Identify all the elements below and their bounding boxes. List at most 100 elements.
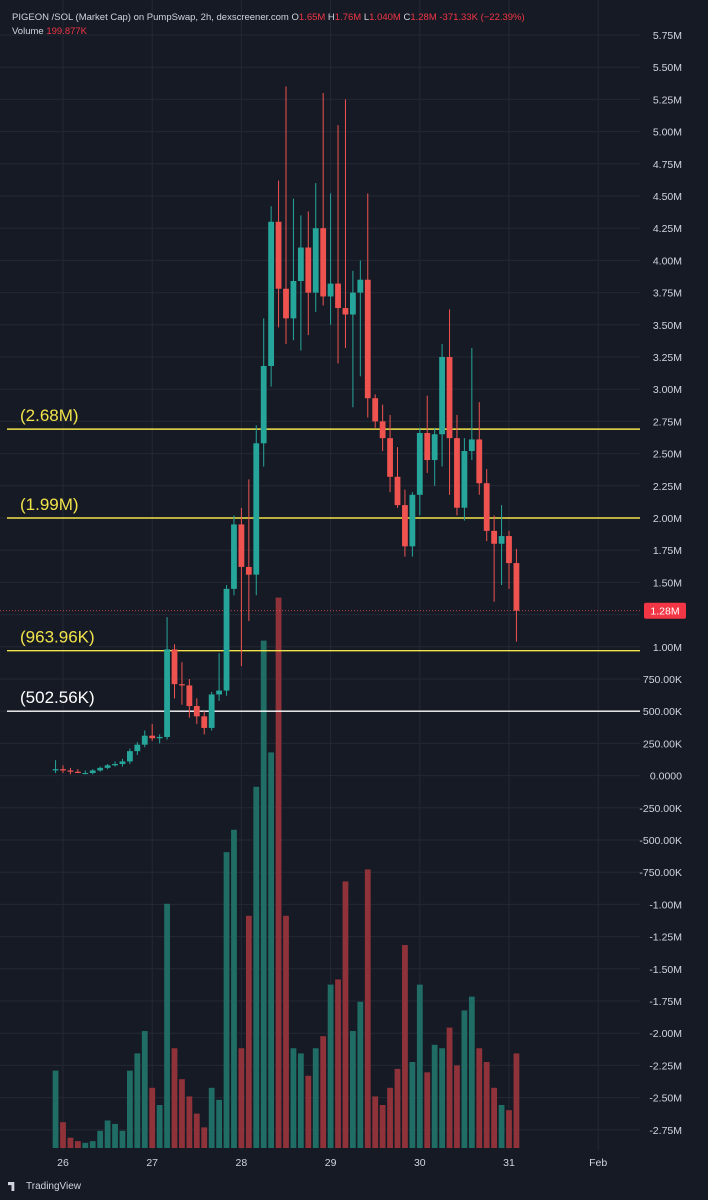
- candle-body[interactable]: [283, 288, 289, 319]
- candle-body[interactable]: [52, 769, 59, 771]
- volume-bar: [231, 829, 237, 1148]
- candle-body[interactable]: [268, 221, 275, 367]
- candle-body[interactable]: [231, 524, 237, 589]
- volume-label: Volume: [12, 26, 44, 37]
- candles[interactable]: [52, 86, 520, 775]
- y-tick-label: -1.25M: [649, 932, 682, 944]
- candle-body[interactable]: [320, 228, 327, 297]
- candle-body[interactable]: [364, 279, 371, 399]
- volume-bar: [223, 852, 230, 1148]
- candle-body[interactable]: [387, 438, 393, 477]
- volume-bar: [320, 1036, 327, 1148]
- candle-body[interactable]: [223, 588, 230, 691]
- candle-body[interactable]: [208, 694, 215, 728]
- candle-body[interactable]: [201, 716, 208, 728]
- candle-body[interactable]: [127, 751, 133, 762]
- volume-bar: [454, 1065, 460, 1148]
- candle-body[interactable]: [379, 421, 386, 439]
- candle-body[interactable]: [402, 505, 408, 547]
- y-tick-label: -2.25M: [649, 1060, 682, 1072]
- candle-body[interactable]: [350, 292, 356, 315]
- candle-body[interactable]: [327, 283, 334, 297]
- price-axis[interactable]: 5.75M 5.50M 5.25M 5.00M 4.75M 4.50M 4.25M 4.00M…: [639, 30, 682, 1137]
- volume-bar: [149, 1087, 156, 1148]
- price-change: -371.33K (−22.39%): [439, 12, 525, 23]
- level-label: (1.99M): [20, 495, 79, 514]
- volume-bar: [483, 1062, 490, 1148]
- y-tick-label: 3.50M: [653, 320, 682, 332]
- candle-body[interactable]: [275, 221, 282, 289]
- candle-body[interactable]: [119, 761, 126, 765]
- candle-body[interactable]: [409, 494, 416, 547]
- candle-body[interactable]: [357, 279, 364, 293]
- candle-body[interactable]: [513, 563, 520, 611]
- candle-body[interactable]: [104, 765, 111, 768]
- price-tag-box: [644, 602, 686, 619]
- candle-body[interactable]: [498, 536, 505, 544]
- candle-body[interactable]: [260, 366, 267, 444]
- brand-label: TradingView: [26, 1181, 82, 1192]
- candle-body[interactable]: [164, 649, 170, 737]
- candle-body[interactable]: [238, 524, 245, 567]
- x-tick-label: 28: [236, 1157, 248, 1169]
- candle-body[interactable]: [372, 398, 379, 422]
- candle-body[interactable]: [186, 685, 193, 707]
- candle-body[interactable]: [60, 769, 66, 771]
- candle-body[interactable]: [156, 736, 163, 739]
- volume-bar: [89, 1141, 96, 1148]
- candle-body[interactable]: [506, 536, 512, 564]
- candle-body[interactable]: [82, 773, 89, 775]
- candle-body[interactable]: [439, 357, 445, 435]
- candle-body[interactable]: [335, 283, 341, 309]
- candle-body[interactable]: [416, 432, 423, 495]
- candle-body[interactable]: [89, 770, 96, 774]
- candle-body[interactable]: [342, 308, 349, 315]
- candle-body[interactable]: [446, 357, 453, 439]
- volume-bar: [364, 869, 371, 1148]
- volume-bar: [179, 1079, 185, 1148]
- y-tick-label: 5.00M: [653, 127, 682, 139]
- candle-body[interactable]: [97, 767, 104, 771]
- candle-body[interactable]: [216, 690, 222, 695]
- candle-body[interactable]: [312, 228, 319, 293]
- volume-bar: [127, 1070, 133, 1148]
- candle-body[interactable]: [134, 744, 141, 752]
- candle-body[interactable]: [491, 530, 498, 544]
- candle-body[interactable]: [253, 443, 260, 575]
- y-tick-label: 5.25M: [653, 94, 682, 106]
- candle-body[interactable]: [112, 764, 118, 766]
- candle-body[interactable]: [67, 770, 74, 772]
- volume-bar: [506, 1110, 512, 1148]
- candle-body[interactable]: [193, 706, 200, 717]
- volume-bar: [171, 1048, 178, 1148]
- ohlc-values: O1.65M H1.76M L1.040M C1.28M: [292, 12, 437, 23]
- volume-bar: [74, 1141, 81, 1148]
- candle-body[interactable]: [290, 281, 297, 319]
- tradingview-brand[interactable]: TradingView: [8, 1181, 81, 1192]
- candle-body[interactable]: [305, 247, 312, 293]
- candle-body[interactable]: [483, 483, 490, 531]
- candle-body[interactable]: [394, 476, 401, 506]
- ohlc-value-l: 1.040M: [369, 12, 401, 23]
- candle-body[interactable]: [141, 735, 148, 745]
- candle-body[interactable]: [149, 735, 156, 739]
- candle-body[interactable]: [179, 684, 185, 686]
- candle-body[interactable]: [245, 566, 252, 575]
- candle-body[interactable]: [476, 439, 483, 484]
- candle-body[interactable]: [431, 434, 438, 461]
- candle-body[interactable]: [74, 771, 81, 774]
- candle-body[interactable]: [297, 247, 304, 282]
- y-tick-label: 4.50M: [653, 191, 682, 203]
- volume-bars: [52, 597, 520, 1148]
- volume-bar: [104, 1120, 111, 1148]
- candle-body[interactable]: [424, 432, 431, 461]
- candle-body[interactable]: [171, 649, 178, 685]
- ohlc-label-h: H: [325, 12, 335, 23]
- candle-body[interactable]: [454, 438, 460, 508]
- y-tick-label: -750.00K: [639, 867, 682, 879]
- time-axis[interactable]: 26 27 28 29 30 31 Feb: [57, 1157, 607, 1169]
- candle-body[interactable]: [461, 451, 468, 508]
- candle-body[interactable]: [468, 439, 475, 452]
- x-tick-label: 30: [414, 1157, 426, 1169]
